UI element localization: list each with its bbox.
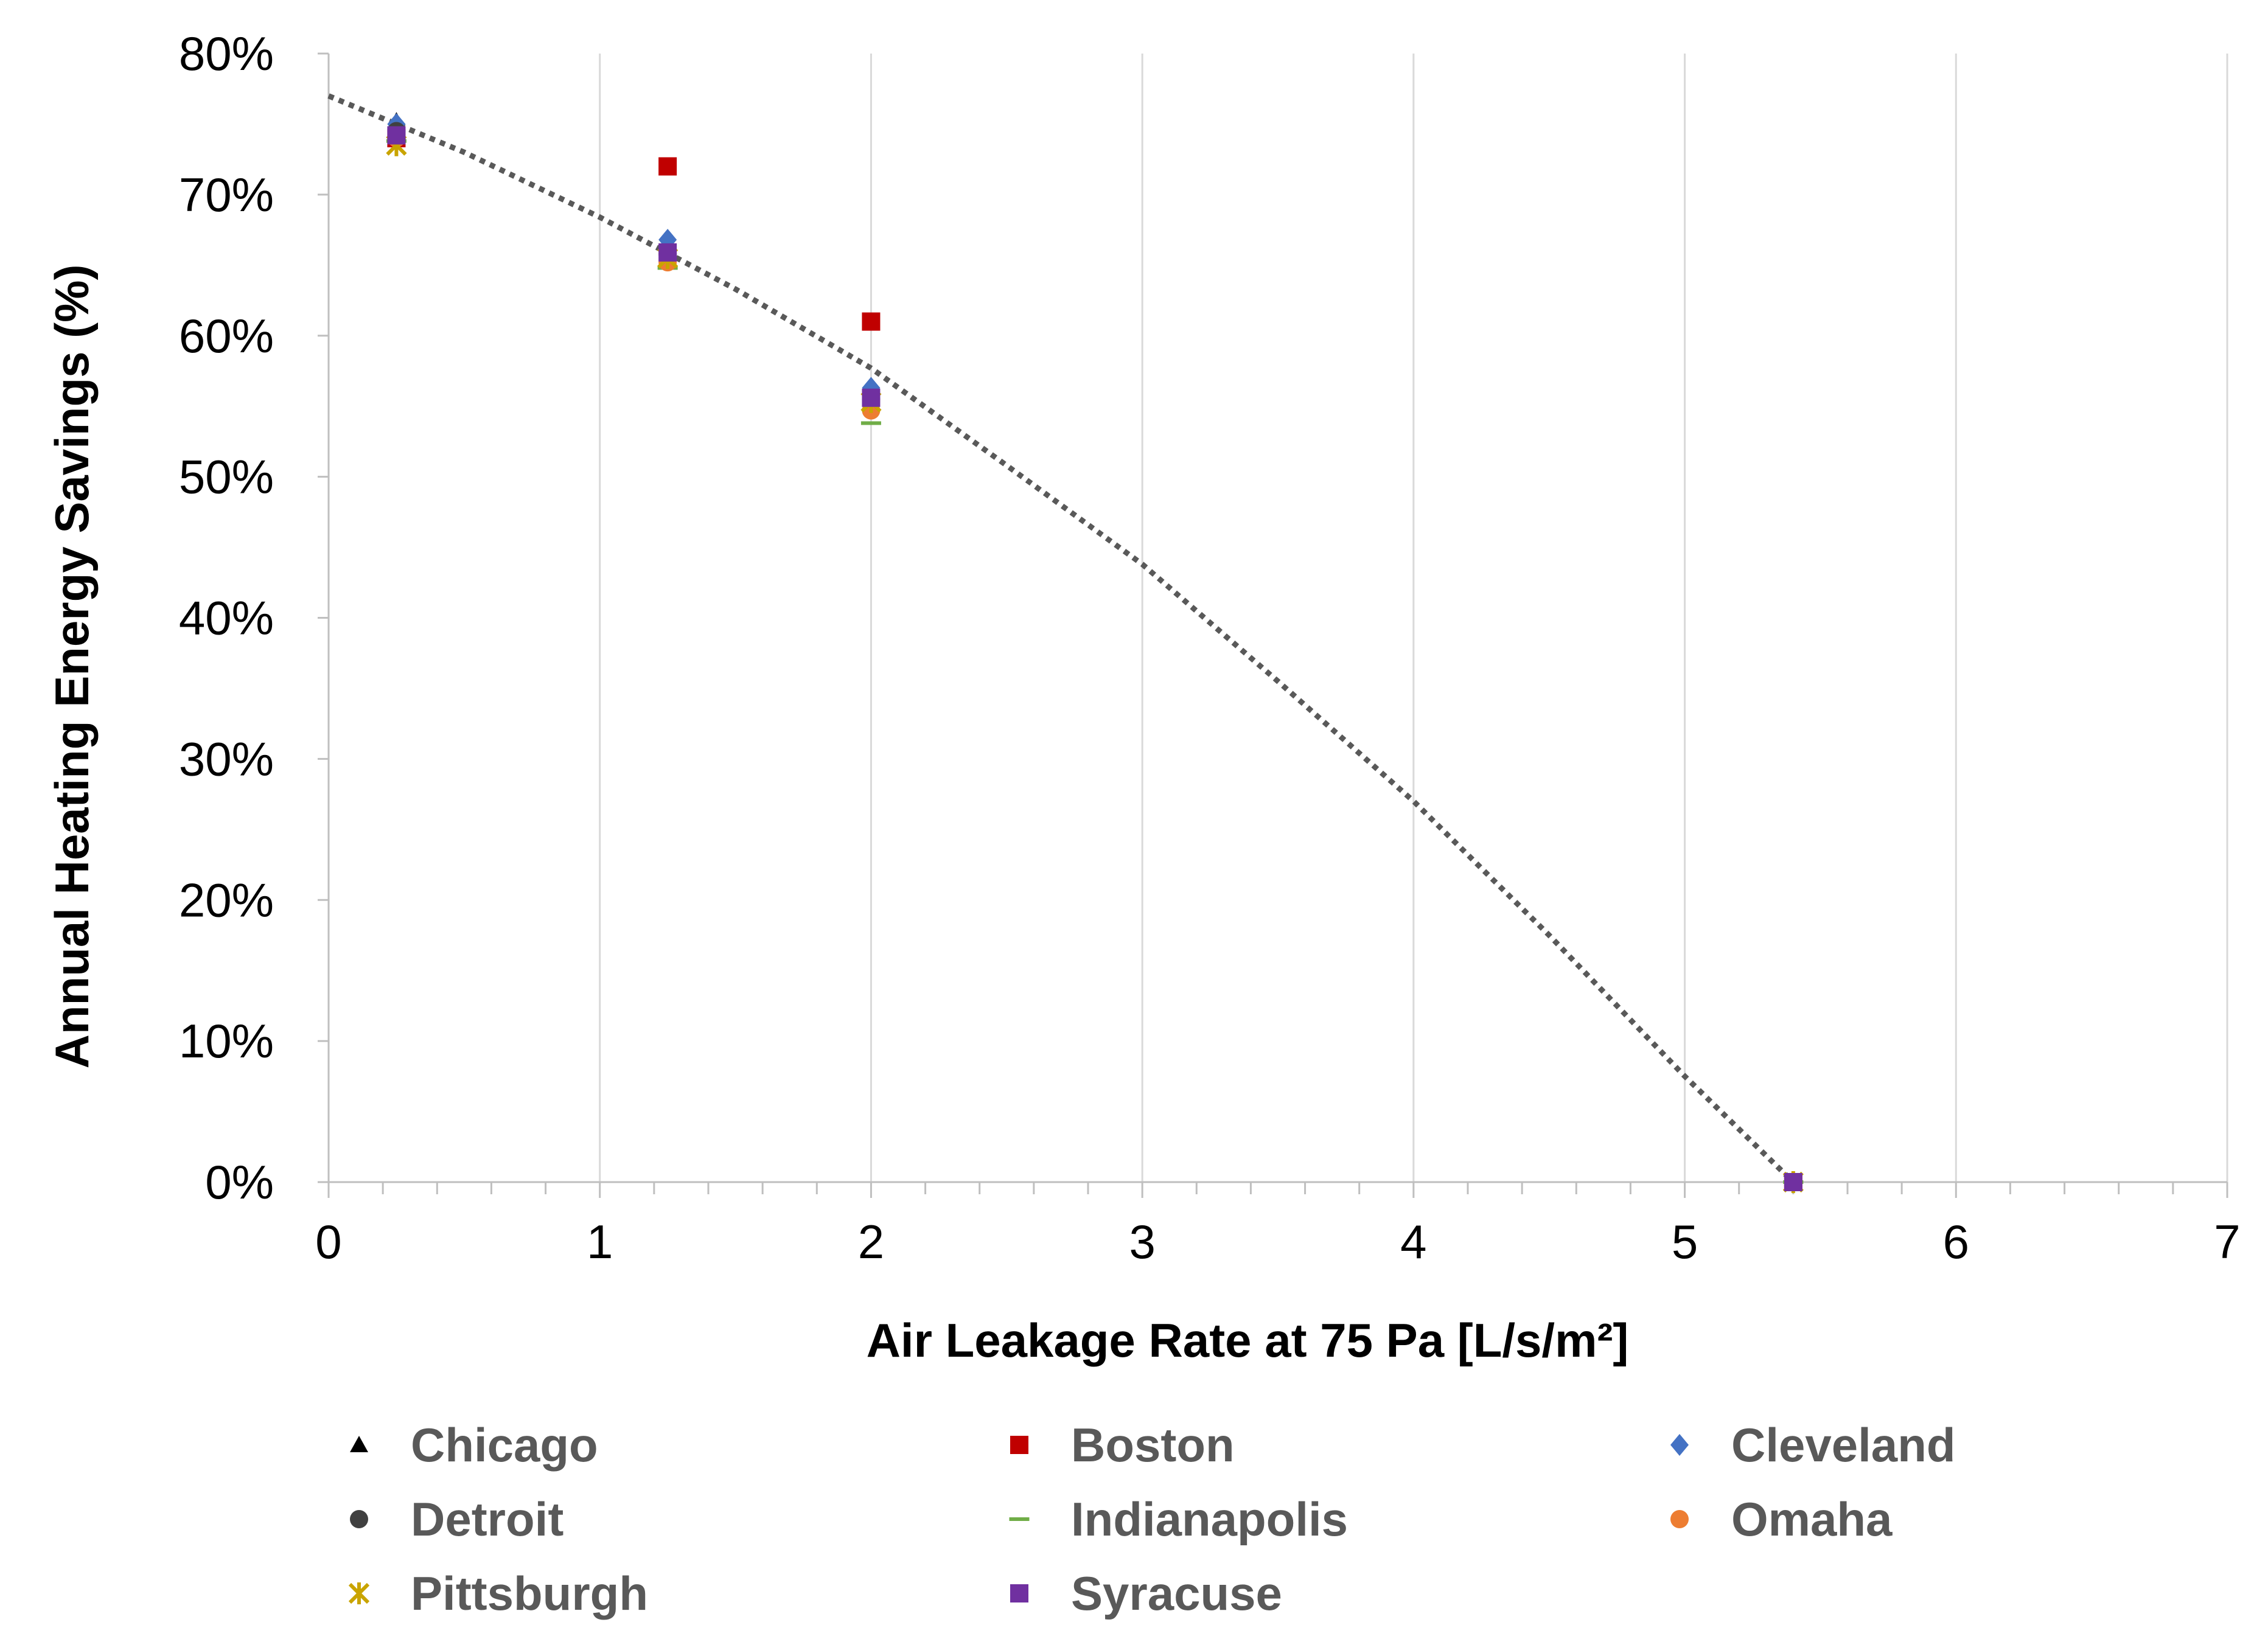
x-tick-label: 3 (1129, 1215, 1155, 1268)
x-axis-title: Air Leakage Rate at 75 Pa [L/s/m²] (867, 1314, 1629, 1367)
point-indianapolis (860, 421, 881, 425)
x-tick-label: 4 (1400, 1215, 1426, 1268)
legend-marker-syracuse (1010, 1584, 1028, 1602)
point-boston (658, 157, 677, 176)
legend-marker-pittsburgh (348, 1582, 370, 1604)
legend-label: Detroit (411, 1492, 564, 1546)
point-syracuse (862, 388, 881, 407)
y-tick-label: 40% (179, 591, 274, 645)
legend-item-pittsburgh: Pittsburgh (348, 1567, 648, 1620)
legend-marker-indianapolis (1009, 1517, 1030, 1521)
legend-label: Cleveland (1731, 1418, 1955, 1472)
legend-item-indianapolis: Indianapolis (1009, 1492, 1348, 1546)
legend-label: Pittsburgh (411, 1567, 648, 1620)
legend: Chicago Boston Cleveland Detroit Indianapoli… (348, 1418, 1955, 1620)
legend-item-syracuse: Syracuse (1010, 1567, 1282, 1620)
axes (318, 52, 2228, 1198)
x-tick-label: 1 (587, 1215, 613, 1268)
legend-label: Chicago (411, 1418, 598, 1472)
legend-marker-omaha (1670, 1510, 1689, 1528)
point-syracuse (387, 126, 406, 145)
y-axis-title: Annual Heating Energy Savings (%) (45, 265, 99, 1069)
y-tick-label: 50% (179, 450, 274, 504)
point-syracuse (658, 243, 677, 262)
tick-labels: 0 1 2 3 4 5 6 70%10%20%30%40%50%60%70%80% (179, 27, 2241, 1268)
y-tick-label: 70% (179, 168, 274, 221)
y-tick-label: 60% (179, 309, 274, 363)
legend-label: Boston (1071, 1418, 1235, 1472)
point-boston (862, 312, 881, 331)
x-tick-label: 5 (1672, 1215, 1698, 1268)
legend-marker-chicago (350, 1436, 368, 1452)
y-tick-label: 10% (179, 1014, 274, 1068)
trendline (327, 93, 1796, 1185)
legend-marker-detroit (350, 1510, 368, 1528)
legend-item-boston: Boston (1010, 1418, 1235, 1472)
legend-item-cleveland: Cleveland (1670, 1418, 1955, 1472)
legend-marker-cleveland (1670, 1434, 1689, 1456)
x-tick-label: 6 (1943, 1215, 1969, 1268)
legend-label: Syracuse (1071, 1567, 1282, 1620)
data-points (386, 112, 1804, 1193)
y-tick-label: 30% (179, 732, 274, 785)
grid-lines (599, 54, 2228, 1182)
y-tick-label: 20% (179, 873, 274, 927)
x-tick-label: 2 (858, 1215, 884, 1268)
legend-label: Omaha (1731, 1492, 1893, 1546)
point-syracuse (1784, 1173, 1802, 1191)
x-tick-label: 0 (315, 1215, 341, 1268)
x-tick-label: 7 (2214, 1215, 2240, 1268)
legend-label: Indianapolis (1071, 1492, 1348, 1546)
y-tick-label: 0% (205, 1155, 274, 1209)
legend-marker-boston (1010, 1436, 1028, 1454)
y-tick-label: 80% (179, 27, 274, 80)
legend-item-chicago: Chicago (350, 1418, 598, 1472)
legend-item-detroit: Detroit (350, 1492, 564, 1546)
legend-item-omaha: Omaha (1670, 1492, 1893, 1546)
